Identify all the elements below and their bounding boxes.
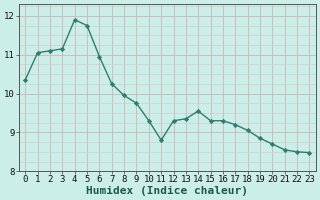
X-axis label: Humidex (Indice chaleur): Humidex (Indice chaleur) [86,186,248,196]
